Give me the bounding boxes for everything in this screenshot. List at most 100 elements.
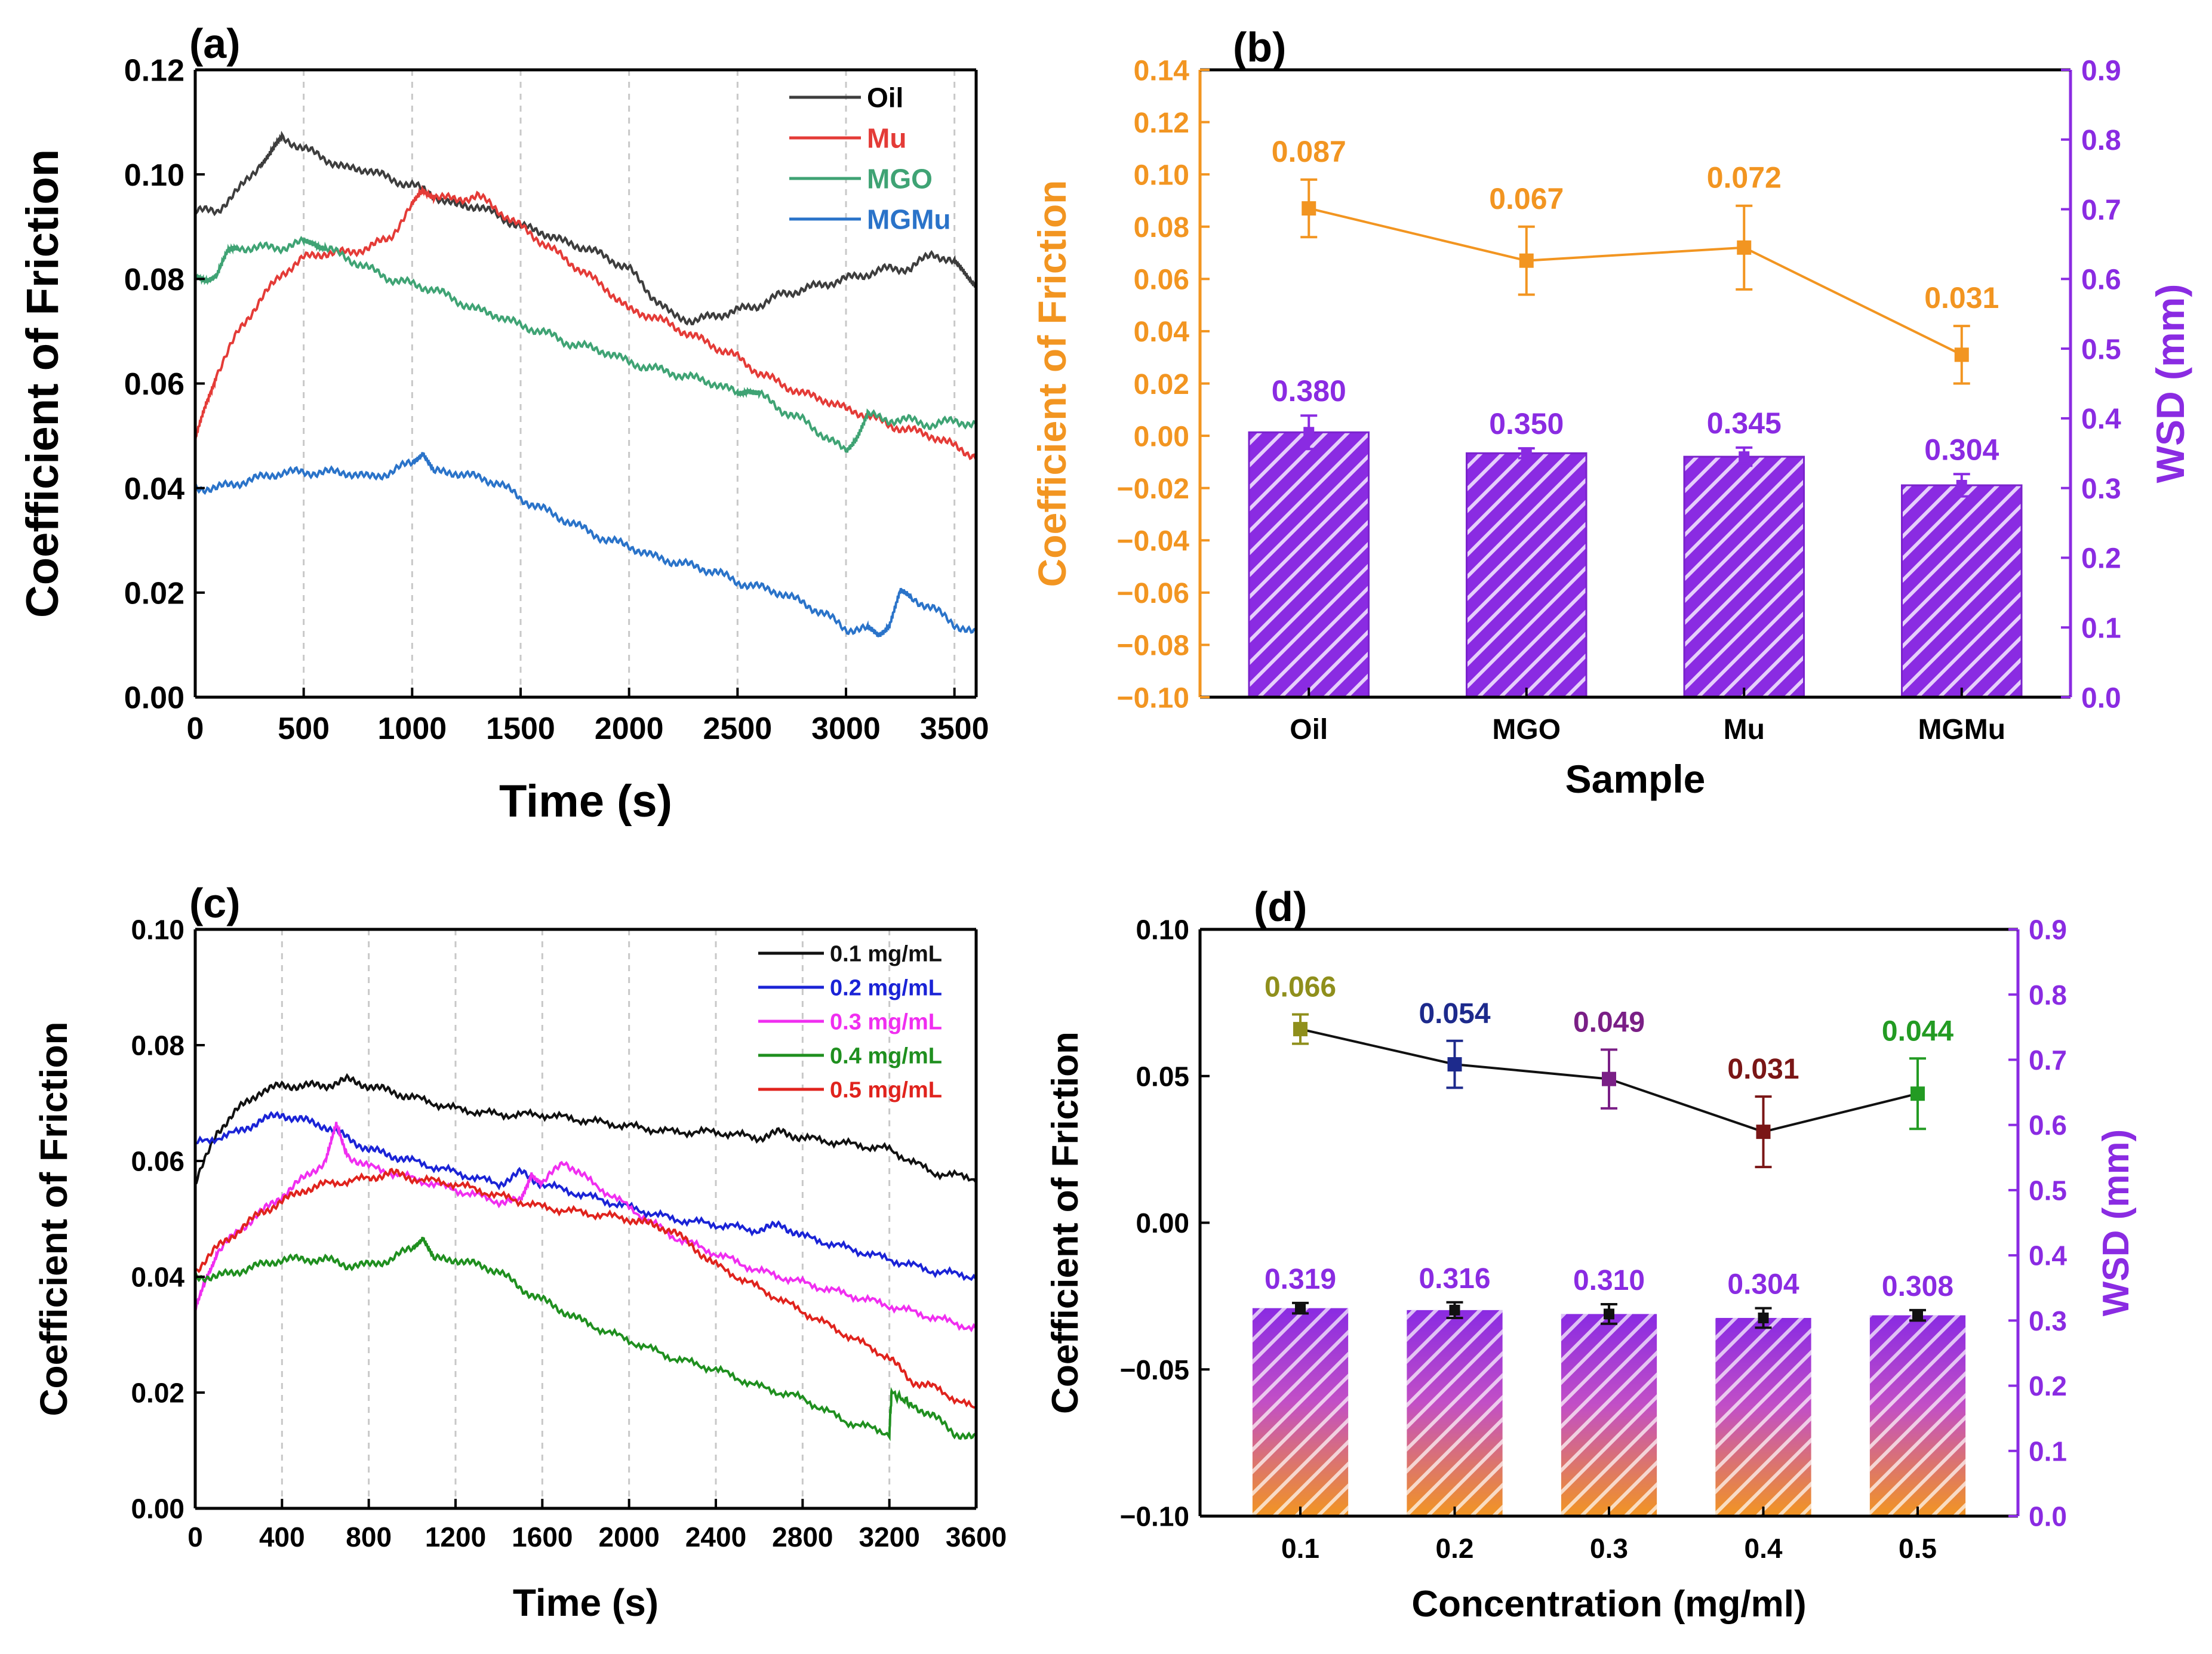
x-axis-title: Time (s) xyxy=(499,776,672,827)
wsd-bar xyxy=(1683,455,1805,698)
wsd-value-label: 0.345 xyxy=(1707,406,1782,440)
y-tick-label-left: 0.00 xyxy=(1136,1208,1189,1239)
x-tick-label: 0.3 xyxy=(1590,1533,1628,1564)
y-tick-label-left: −0.08 xyxy=(1117,630,1189,662)
legend-label: 0.2 mg/mL xyxy=(830,976,942,1001)
y-axis-title-right: WSD (mm) xyxy=(2096,1129,2137,1316)
wsd-marker xyxy=(1912,1310,1923,1321)
x-tick-label: 3600 xyxy=(946,1521,1007,1553)
cof-value-label: 0.054 xyxy=(1419,998,1490,1030)
x-tick-label: 2000 xyxy=(595,712,664,746)
x-tick-label: 400 xyxy=(259,1521,305,1553)
y-tick-label: 0.06 xyxy=(131,1146,184,1177)
wsd-bar-hatch xyxy=(1869,1315,1966,1516)
y-tick-label: 0.10 xyxy=(124,158,184,193)
y-tick-label-left: −0.04 xyxy=(1117,526,1190,558)
wsd-marker xyxy=(1604,1308,1614,1320)
series-line-3 xyxy=(194,452,977,638)
y-tick-label-right: 0.0 xyxy=(2029,1501,2067,1532)
y-tick-label: 0.10 xyxy=(131,914,184,945)
legend-label: MGMu xyxy=(867,204,951,235)
x-tick-label: 3000 xyxy=(811,712,881,746)
x-tick-label: 2500 xyxy=(703,712,772,746)
y-tick-label-right: 0.0 xyxy=(2081,682,2121,714)
y-tick-label-left: 0.04 xyxy=(1134,316,1190,348)
cof-value-label: 0.087 xyxy=(1272,135,1346,168)
x-tick-label: 2800 xyxy=(772,1521,833,1553)
y-tick-label: 0.00 xyxy=(124,681,184,716)
y-tick-label: 0.08 xyxy=(124,263,184,297)
y-tick-label-left: −0.10 xyxy=(1117,682,1189,714)
wsd-value-label: 0.310 xyxy=(1573,1265,1645,1296)
cof-marker xyxy=(1602,1071,1616,1086)
series-line-3 xyxy=(194,1237,977,1442)
legend-label: 0.4 mg/mL xyxy=(830,1044,942,1069)
x-tick-label: Mu xyxy=(1724,714,1765,746)
series-line-1 xyxy=(195,1111,977,1282)
wsd-value-label: 0.350 xyxy=(1489,407,1564,441)
y-tick-label: 0.04 xyxy=(124,472,184,506)
legend-label: MGO xyxy=(867,164,933,195)
x-tick-label: 0.2 xyxy=(1436,1533,1474,1564)
wsd-marker xyxy=(1521,448,1532,459)
series-line-1 xyxy=(194,184,977,461)
panel-label: (c) xyxy=(189,880,241,926)
panel-c: 0 400 800 1200 1600 2000 2400 2800 3200 3600 0.00 0… xyxy=(32,880,1007,1624)
y-tick-label-right: 0.8 xyxy=(2081,125,2121,156)
cof-marker xyxy=(1519,253,1534,268)
y-tick-label-right: 0.9 xyxy=(2081,55,2121,87)
wsd-marker xyxy=(1295,1302,1306,1314)
y-tick-label: 0.06 xyxy=(124,367,184,402)
y-axis-title: Coefficient of Friction xyxy=(32,1021,75,1416)
cof-marker xyxy=(1302,201,1316,216)
y-tick-label-right: 0.4 xyxy=(2081,404,2121,435)
wsd-value-label: 0.304 xyxy=(1924,433,1999,466)
x-axis-title: Sample xyxy=(1565,757,1706,801)
cof-marker xyxy=(1737,240,1752,255)
wsd-bar xyxy=(1466,452,1588,698)
x-tick-label: 500 xyxy=(278,712,330,746)
y-axis-title: Coefficient of Friction xyxy=(17,149,68,618)
wsd-bar-hatch xyxy=(1407,1310,1503,1516)
x-axis-title: Concentration (mg/ml) xyxy=(1411,1584,1806,1625)
panel-label: (b) xyxy=(1233,24,1286,70)
wsd-bar-hatch xyxy=(1715,1317,1811,1516)
y-tick-label-left: 0.10 xyxy=(1134,159,1189,191)
y-tick-label: 0.08 xyxy=(131,1030,184,1061)
cof-marker xyxy=(1293,1022,1308,1037)
cof-value-label: 0.031 xyxy=(1924,281,1999,315)
y-tick-label-left: 0.02 xyxy=(1134,369,1189,401)
y-tick-label-right: 0.3 xyxy=(2029,1305,2067,1336)
wsd-bar xyxy=(1248,431,1370,698)
y-tick-label: 0.04 xyxy=(131,1262,184,1293)
x-tick-label: 0.1 xyxy=(1281,1533,1319,1564)
x-tick-label: 0 xyxy=(187,712,204,746)
wsd-bar-hatch xyxy=(1561,1314,1657,1516)
panel-b: 0.380 0.350 0.345 0.304 0.087 0.067 0.072 0.031… xyxy=(1030,24,2192,801)
wsd-marker xyxy=(1739,451,1750,463)
series-line-4 xyxy=(194,1168,977,1409)
cof-marker xyxy=(1756,1125,1771,1139)
y-tick-label-left: −0.10 xyxy=(1120,1501,1189,1532)
x-tick-label: 0.4 xyxy=(1745,1533,1783,1564)
y-axis-title-left: Coefficient of Friction xyxy=(1045,1031,1086,1414)
wsd-marker xyxy=(1449,1304,1460,1316)
y-tick-label: 0.02 xyxy=(131,1378,184,1409)
y-tick-label-right: 0.7 xyxy=(2081,195,2121,226)
wsd-bar-hatch xyxy=(1252,1308,1349,1516)
cof-value-label: 0.066 xyxy=(1265,972,1336,1003)
y-tick-label-right: 0.2 xyxy=(2081,543,2121,575)
wsd-marker xyxy=(1758,1312,1769,1323)
wsd-value-label: 0.319 xyxy=(1265,1264,1336,1295)
series-line-0 xyxy=(194,1073,977,1185)
cof-marker xyxy=(1447,1057,1462,1072)
y-tick-label-right: 0.4 xyxy=(2029,1240,2067,1271)
y-tick-label-right: 0.2 xyxy=(2029,1370,2067,1402)
y-axis-title-left: Coefficient of Friction xyxy=(1030,180,1074,587)
y-tick-label-right: 0.3 xyxy=(2081,473,2121,505)
y-tick-label-right: 0.5 xyxy=(2029,1175,2067,1206)
x-tick-label: 1500 xyxy=(486,712,555,746)
wsd-value-label: 0.380 xyxy=(1272,374,1346,408)
cof-line xyxy=(1308,207,1962,356)
y-tick-label: 0.12 xyxy=(124,54,184,88)
